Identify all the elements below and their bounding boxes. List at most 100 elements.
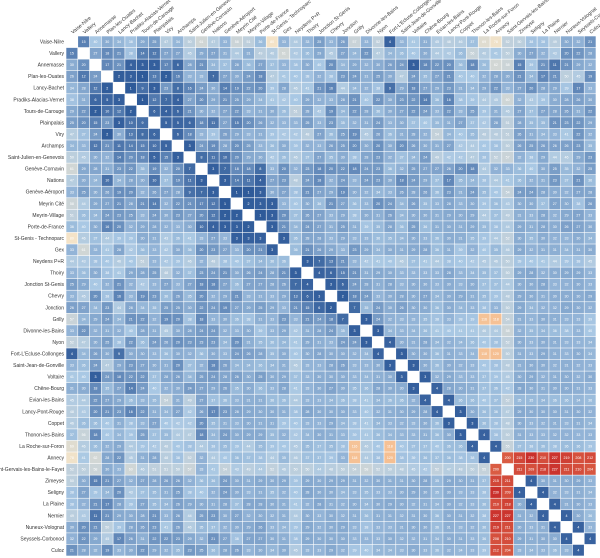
cell-value-label: 48 bbox=[400, 468, 404, 472]
heatmap-cell bbox=[266, 255, 278, 267]
heatmap-cell bbox=[443, 521, 455, 533]
heatmap-cell bbox=[537, 36, 549, 48]
heatmap-cell bbox=[513, 521, 526, 533]
heatmap-cell bbox=[337, 498, 349, 510]
cell-value-label: 40 bbox=[93, 40, 97, 44]
cell-value-label: 4 bbox=[589, 537, 591, 541]
heatmap-cell bbox=[184, 521, 196, 533]
heatmap-cell bbox=[337, 186, 349, 198]
cell-value-label: 28 bbox=[305, 109, 309, 113]
cell-value-label: 21 bbox=[117, 202, 121, 206]
heatmap-cell bbox=[290, 336, 302, 348]
heatmap-cell bbox=[560, 440, 573, 452]
heatmap-cell bbox=[78, 359, 90, 371]
heatmap-cell bbox=[396, 128, 408, 140]
cell-value-label: 30 bbox=[517, 237, 521, 241]
heatmap-cell bbox=[101, 59, 113, 71]
heatmap-cell bbox=[337, 174, 349, 186]
cell-value-label: 31 bbox=[435, 213, 439, 217]
heatmap-cell bbox=[384, 544, 396, 556]
heatmap-cell bbox=[325, 82, 337, 94]
heatmap-cell bbox=[384, 140, 396, 152]
heatmap-cell bbox=[478, 221, 490, 233]
heatmap-cell bbox=[148, 510, 160, 522]
heatmap-cell bbox=[184, 382, 196, 394]
heatmap-cell bbox=[290, 382, 302, 394]
heatmap-cell bbox=[278, 163, 290, 175]
cell-value-label: 33 bbox=[70, 271, 74, 275]
heatmap-cell bbox=[136, 417, 149, 429]
cell-value-label: 57 bbox=[188, 468, 192, 472]
heatmap-cell bbox=[242, 440, 255, 452]
cell-value-label: 35 bbox=[529, 237, 533, 241]
heatmap-cell bbox=[407, 94, 420, 106]
heatmap-cell bbox=[266, 313, 278, 325]
cell-value-label: 48 bbox=[506, 364, 510, 368]
cell-value-label: 29 bbox=[447, 213, 451, 217]
cell-value-label: 30 bbox=[353, 190, 357, 194]
heatmap-cell bbox=[125, 452, 137, 464]
cell-value-label: 56 bbox=[82, 433, 86, 437]
heatmap-cell bbox=[278, 198, 290, 210]
heatmap-cell bbox=[78, 278, 90, 290]
heatmap-cell bbox=[572, 510, 584, 522]
heatmap-cell bbox=[172, 117, 184, 129]
heatmap-cell bbox=[348, 406, 361, 418]
cell-value-label: 33 bbox=[470, 491, 474, 495]
cell-value-label: 4 bbox=[554, 525, 556, 529]
heatmap-cell bbox=[584, 278, 596, 290]
cell-value-label: 36 bbox=[447, 456, 451, 460]
cell-value-label: 17 bbox=[117, 537, 121, 541]
heatmap-cell bbox=[443, 371, 455, 383]
cell-value-label: 22 bbox=[235, 109, 239, 113]
cell-value-label: 29 bbox=[329, 190, 333, 194]
heatmap-cell bbox=[231, 521, 243, 533]
heatmap-cell bbox=[89, 221, 102, 233]
heatmap-cell bbox=[466, 82, 478, 94]
heatmap-cell bbox=[348, 267, 361, 279]
heatmap-cell bbox=[207, 371, 219, 383]
cell-value-label: 31 bbox=[447, 121, 451, 125]
heatmap-cell bbox=[584, 255, 596, 267]
heatmap-cell bbox=[325, 463, 337, 475]
cell-value-label: 38 bbox=[576, 260, 580, 264]
heatmap-cell bbox=[325, 94, 337, 106]
cell-value-label: 28 bbox=[341, 98, 345, 102]
cell-value-label: 29 bbox=[93, 202, 97, 206]
cell-value-label: 29 bbox=[82, 283, 86, 287]
cell-value-label: 34 bbox=[470, 179, 474, 183]
cell-value-label: 32 bbox=[553, 364, 557, 368]
heatmap-cell bbox=[584, 232, 596, 244]
heatmap-cell bbox=[325, 359, 337, 371]
heatmap-cell bbox=[584, 151, 596, 163]
heatmap-cell bbox=[313, 359, 325, 371]
heatmap-cell bbox=[313, 128, 325, 140]
heatmap-cell bbox=[407, 336, 420, 348]
cell-value-label: 30 bbox=[553, 410, 557, 414]
heatmap-cell bbox=[478, 174, 490, 186]
heatmap-cell bbox=[125, 140, 137, 152]
cell-value-label: 4 bbox=[566, 514, 568, 518]
heatmap-cell bbox=[313, 348, 325, 360]
cell-value-label: 31 bbox=[353, 514, 357, 518]
heatmap-cell bbox=[219, 267, 231, 279]
cell-value-label: 29 bbox=[517, 248, 521, 252]
row-label-gen-ve-cornavin: Genève-Cornavin bbox=[25, 167, 64, 173]
cell-value-label: 30 bbox=[447, 433, 451, 437]
cell-value-label: 33 bbox=[282, 63, 286, 67]
heatmap-cell bbox=[348, 198, 361, 210]
cell-value-label: 30 bbox=[388, 248, 392, 252]
cell-value-label: 35 bbox=[152, 398, 156, 402]
heatmap-cell bbox=[148, 232, 160, 244]
heatmap-cell bbox=[231, 198, 243, 210]
cell-value-label: 27 bbox=[435, 75, 439, 79]
cell-value-label: 20 bbox=[258, 86, 262, 90]
heatmap-cell bbox=[195, 290, 208, 302]
cell-value-label: 28 bbox=[247, 502, 251, 506]
heatmap-cell bbox=[89, 394, 102, 406]
cell-value-label: 3 bbox=[471, 421, 473, 425]
cell-value-label: 24 bbox=[223, 491, 227, 495]
heatmap-cell bbox=[254, 163, 266, 175]
cell-value-label: 30 bbox=[411, 479, 415, 483]
cell-value-label: 30 bbox=[199, 109, 203, 113]
